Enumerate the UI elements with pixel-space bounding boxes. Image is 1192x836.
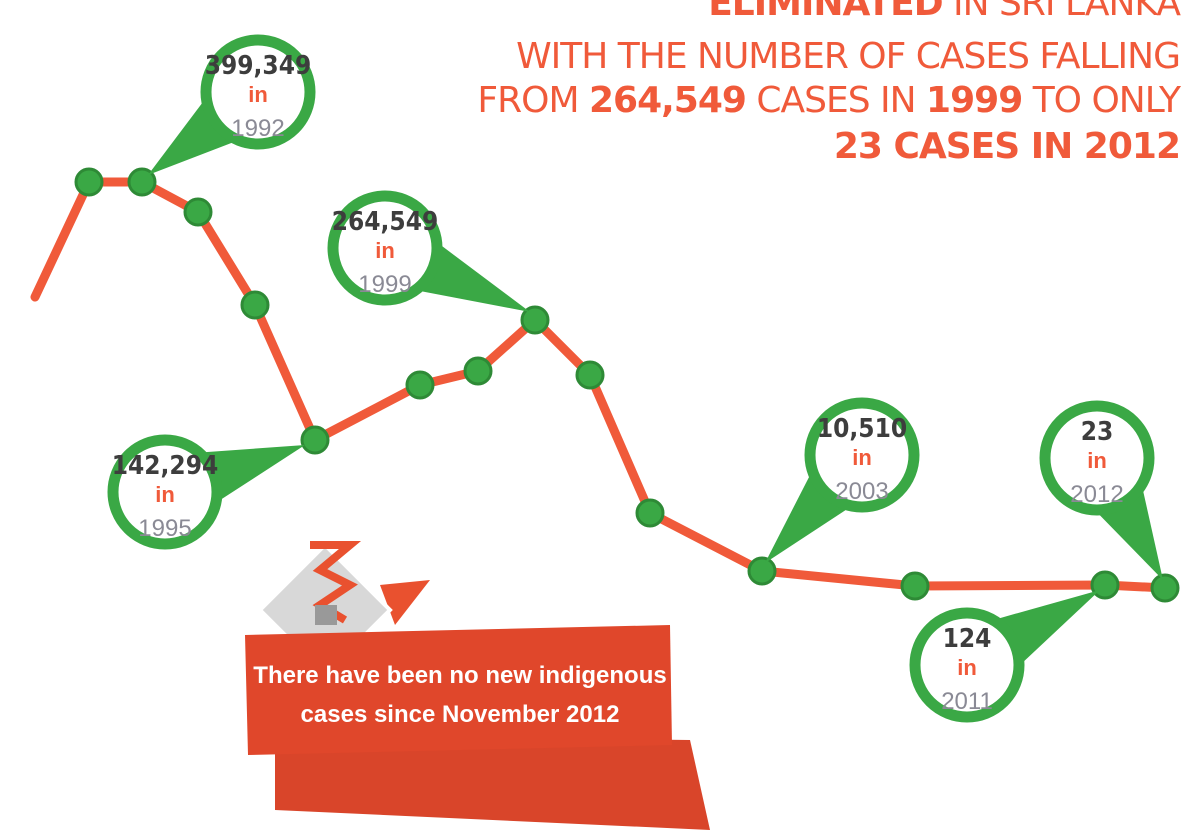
icon-base [315,605,337,625]
headline-segment: 23 CASES IN 2012 [834,126,1180,167]
callout-pointer [205,445,305,500]
ribbon [245,625,672,755]
headline: ELIMINATED IN SRI LANKA WITH THE NUMBER O… [477,0,1183,167]
trend-point [900,571,930,601]
callouts: 399,349in1992264,549in1999142,294in19951… [107,34,1163,723]
headline-segment: FROM [477,80,589,121]
headline-line: WITH THE NUMBER OF CASES FALLING [516,36,1180,77]
callout-value: 23 [1081,417,1114,447]
callout-ring [327,190,443,306]
trend-point [1090,570,1120,600]
banner: There have been no new indigenous cases … [245,541,710,830]
callout-year: 1992 [231,115,284,142]
callout-ring [107,434,223,550]
trend-point [635,498,665,528]
headline-line: FROM 264,549 CASES IN 1999 TO ONLY [477,80,1182,121]
callout-in: in [1087,448,1107,473]
callout-value: 10,510 [817,414,907,444]
trend-point [463,356,493,386]
headline-segment: WITH THE NUMBER OF CASES FALLING [516,36,1180,77]
headline-segment: 264,549 [589,80,746,121]
callout-in: in [957,655,977,680]
callout-year: 1995 [138,515,191,542]
trend-point [520,305,550,335]
banner-text: There have been no new indigenous [253,662,666,689]
banner-text: cases since November 2012 [301,701,620,728]
trend-points [74,167,1180,603]
callout-value: 142,294 [112,451,219,481]
callout-ring [200,34,316,150]
headline-line: 23 CASES IN 2012 [834,126,1180,167]
trend-point [575,360,605,390]
callout-ring [1039,400,1155,516]
callout-pointer [421,246,530,312]
trend-point [1150,573,1180,603]
trend-point [240,290,270,320]
headline-line: ELIMINATED IN SRI LANKA [708,0,1181,24]
callout-ring [909,607,1025,723]
callout-year: 2011 [941,688,993,715]
headline-segment: CASES IN [746,80,926,121]
callout-pointer [1099,491,1163,580]
callout-in: in [248,82,268,107]
headline-segment: 1999 [926,80,1022,121]
ribbon-tail [275,735,710,830]
trend-point [405,370,435,400]
trend-point [300,425,330,455]
callout-pointer [999,590,1100,662]
callout-ring [804,397,920,513]
callout-in: in [852,445,872,470]
callout-year: 1999 [358,271,411,298]
trend-point [127,167,157,197]
callout-value: 264,549 [332,207,439,237]
callout-in: in [375,238,395,263]
headline-segment: ELIMINATED [708,0,942,24]
headline-segment: TO ONLY [1022,80,1182,121]
headline-segment: IN SRI LANKA [943,0,1182,24]
callout-year: 2012 [1070,481,1123,508]
trend-point [747,556,777,586]
callout-value: 124 [943,624,992,654]
callout-in: in [155,482,175,507]
trend-point [74,167,104,197]
callout-value: 399,349 [205,51,312,81]
ribbon-fold [380,580,430,625]
callout-year: 2003 [835,478,888,505]
trend-point [183,197,213,227]
